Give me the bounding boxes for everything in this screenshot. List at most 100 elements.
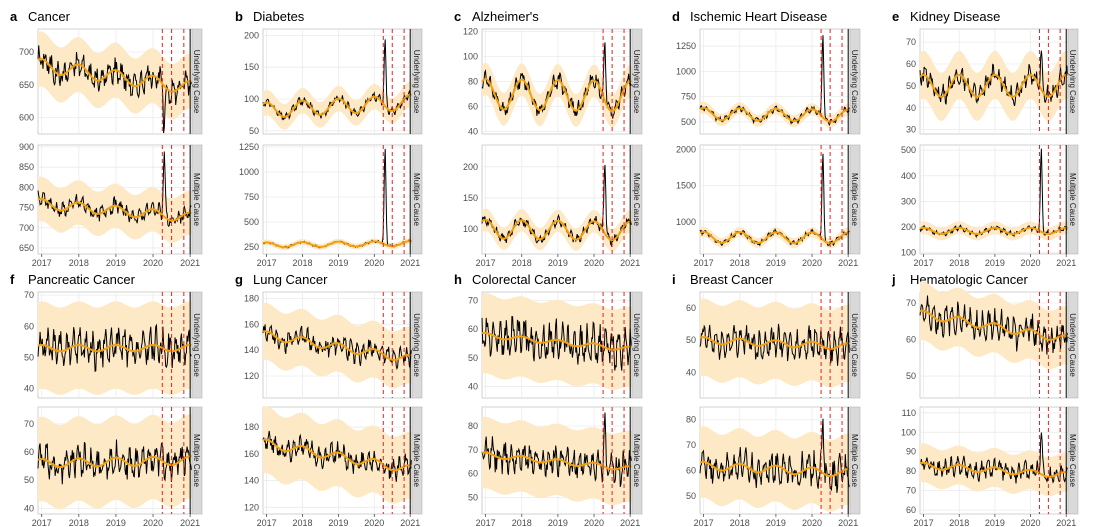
- y-tick-label: 70: [906, 37, 916, 47]
- expected-line: [919, 226, 1068, 235]
- x-tick-label: 2021: [1056, 518, 1076, 527]
- panel-a-bottom: 650 700 750 800 850 900 Multiple Cause 2017 2018…: [19, 142, 203, 268]
- facet-strip-label: Multiple Cause: [1068, 434, 1077, 487]
- y-tick-label: 50: [24, 352, 34, 362]
- facet-strip: [411, 28, 423, 135]
- panel-letter: c: [454, 9, 461, 24]
- x-tick-label: 2021: [400, 518, 420, 527]
- x-tick-label: 2017: [476, 258, 496, 268]
- y-tick-label: 750: [19, 203, 34, 213]
- y-tick-label: 50: [24, 475, 34, 485]
- expected-line: [699, 461, 850, 478]
- panel-title: Alzheimer's: [472, 9, 539, 24]
- y-tick-label: 700: [19, 47, 34, 57]
- facet-strip-label: Underlying Cause: [192, 50, 201, 114]
- y-tick-label: 140: [244, 345, 259, 355]
- y-tick-label: 1000: [239, 167, 259, 177]
- y-tick-label: 30: [906, 125, 916, 135]
- x-tick-label: 2019: [766, 258, 786, 268]
- y-tick-label: 100: [244, 94, 259, 104]
- x-tick-label: 2019: [106, 518, 126, 527]
- panel-g-top: 120 140 160 180 Underlying Cause: [244, 291, 423, 399]
- facet-strip-label: Underlying Cause: [1068, 50, 1077, 114]
- panel-d-bottom: 1000 1500 2000 Multiple Cause 2017 2018 2019 20…: [676, 144, 861, 268]
- y-tick-label: 40: [686, 367, 696, 377]
- x-tick-label: 2021: [1056, 258, 1076, 268]
- panel-title: Lung Cancer: [253, 272, 328, 287]
- observed-line: [481, 42, 632, 119]
- y-tick-label: 70: [468, 296, 478, 306]
- y-tick-label: 60: [468, 102, 478, 112]
- facet-strip: [849, 144, 861, 255]
- y-tick-label: 50: [906, 371, 916, 381]
- facet-strip-label: Multiple Cause: [412, 173, 421, 226]
- observed-line: [919, 50, 1068, 107]
- x-tick-label: 2019: [328, 258, 348, 268]
- y-tick-label: 110: [902, 408, 916, 418]
- x-tick-label: 2020: [143, 258, 163, 268]
- x-tick-label: 2019: [548, 518, 568, 527]
- facet-strip-label: Underlying Cause: [1068, 313, 1077, 377]
- prediction-band: [263, 406, 412, 504]
- expected-line: [481, 451, 632, 471]
- y-tick-label: 70: [24, 290, 34, 300]
- y-tick-label: 50: [468, 492, 478, 502]
- y-tick-label: 80: [468, 77, 478, 87]
- x-tick-label: 2017: [476, 518, 496, 527]
- panel-title: Ischemic Heart Disease: [690, 9, 827, 24]
- y-tick-label: 50: [686, 491, 696, 501]
- y-tick-label: 80: [906, 466, 916, 476]
- y-tick-label: 70: [906, 298, 916, 308]
- y-tick-label: 180: [244, 422, 259, 432]
- facet-strip: [631, 406, 643, 515]
- x-tick-label: 2021: [620, 518, 640, 527]
- y-tick-label: 150: [463, 193, 478, 203]
- x-tick-label: 2019: [985, 518, 1005, 527]
- facet-strip-label: Multiple Cause: [632, 173, 641, 226]
- facet-strip: [849, 28, 861, 135]
- y-tick-label: 200: [901, 222, 916, 232]
- facet-strip: [1067, 28, 1079, 135]
- panel-j-top: 50 60 70 Underlying Cause: [906, 281, 1079, 399]
- prediction-band: [38, 176, 192, 243]
- y-tick-label: 70: [24, 419, 34, 429]
- x-tick-label: 2017: [914, 258, 934, 268]
- y-tick-label: 50: [468, 353, 478, 363]
- expected-line: [481, 78, 632, 113]
- y-tick-label: 70: [468, 445, 478, 455]
- y-tick-label: 60: [686, 466, 696, 476]
- expected-line: [37, 455, 192, 469]
- x-tick-label: 2021: [400, 258, 420, 268]
- x-tick-label: 2017: [32, 258, 52, 268]
- facet-strip-label: Multiple Cause: [412, 434, 421, 487]
- facet-strip-label: Underlying Cause: [412, 50, 421, 114]
- y-tick-label: 1250: [239, 142, 259, 152]
- prediction-band: [920, 50, 1068, 121]
- x-tick-label: 2020: [1021, 518, 1041, 527]
- prediction-band: [482, 62, 632, 128]
- panel-title: Hematologic Cancer: [910, 272, 1028, 287]
- x-tick-label: 2017: [257, 258, 277, 268]
- x-tick-label: 2020: [364, 258, 384, 268]
- y-tick-label: 650: [19, 243, 34, 253]
- y-tick-label: 900: [19, 142, 34, 152]
- panel-letter: j: [891, 272, 896, 287]
- y-tick-label: 1500: [676, 181, 696, 191]
- x-tick-label: 2017: [914, 518, 934, 527]
- panel-g-bottom: 120 140 160 180 Multiple Cause 2017 2018 2019 20…: [244, 406, 423, 527]
- panel-f-bottom: 40 50 60 70 Multiple Cause 2017 2018 2019 2020 20…: [24, 406, 203, 527]
- y-tick-label: 200: [244, 30, 259, 40]
- x-tick-label: 2018: [949, 518, 969, 527]
- y-tick-label: 120: [244, 371, 259, 381]
- y-tick-label: 180: [244, 293, 259, 303]
- facet-strip-label: Underlying Cause: [850, 313, 859, 377]
- panel-letter: e: [892, 9, 899, 24]
- y-tick-label: 750: [244, 192, 259, 202]
- facet-strip: [631, 144, 643, 255]
- x-tick-label: 2017: [32, 518, 52, 527]
- panel-i-bottom: 50 60 70 80 Multiple Cause 2017 2018 2019 2020 20…: [686, 406, 861, 527]
- panel-letter: g: [235, 272, 243, 287]
- facet-strip-label: Multiple Cause: [850, 434, 859, 487]
- y-tick-label: 90: [906, 447, 916, 457]
